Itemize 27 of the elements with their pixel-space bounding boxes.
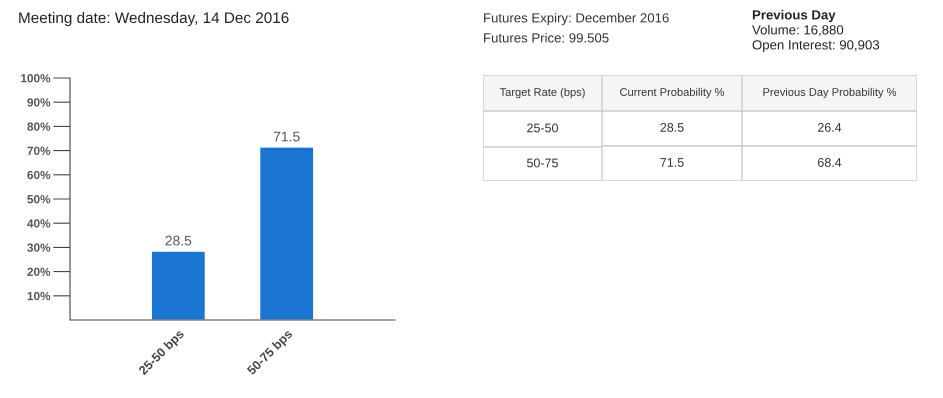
y-axis-title: Target Rate (bps) (500, 88, 585, 98)
x-tick-label: Current Probability % (620, 88, 724, 98)
y-tick-label: 40% (27, 219, 50, 228)
data-label: 28.5 (660, 123, 684, 132)
y-tick-label: 30% (27, 243, 50, 252)
y-tick-label: 100% (21, 74, 50, 82)
y-tick-label: 50-75 (527, 158, 558, 168)
y-tick-label: 50% (27, 195, 50, 204)
data-label: 26.4 (818, 123, 842, 132)
y-tick-label: 80% (27, 122, 50, 131)
y-tick-label: 90% (27, 98, 50, 107)
text: Futures Expiry: December 2016 (484, 12, 669, 26)
text: Volume: 16,880 (752, 24, 844, 36)
data-label: 28.5 (166, 236, 192, 246)
data-label: 68.4 (818, 158, 842, 167)
y-tick-label: 60% (27, 170, 50, 180)
y-tick-label: 70% (27, 146, 50, 155)
y-tick-label: 10% (28, 292, 50, 300)
y-tick-label: 20% (27, 268, 50, 276)
text: Futures Price: 99.505 (484, 32, 609, 43)
chart-title: Meeting date: Wednesday, 14 Dec 2016 (19, 12, 289, 26)
x-tick-label: Previous Day Probability % (763, 88, 896, 98)
text: Previous Day (752, 10, 836, 22)
data-label: 71.5 (274, 132, 300, 142)
data-label: 71.5 (660, 158, 684, 167)
y-tick-label: 25-50 (527, 124, 558, 132)
text: Open Interest: 90,903 (752, 40, 880, 52)
